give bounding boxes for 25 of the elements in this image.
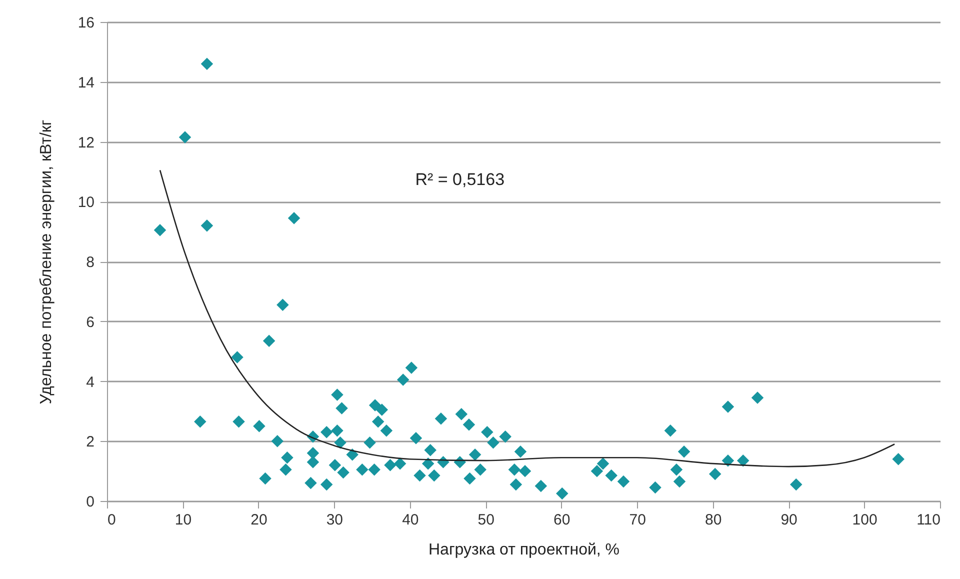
x-tick-label: 20	[250, 512, 268, 528]
x-tick-label: 70	[629, 512, 646, 528]
x-tick-label: 60	[554, 512, 570, 528]
x-tick-label: 100	[852, 512, 878, 528]
y-axis-title: Удельное потребление энергии, кВт/кг	[38, 120, 55, 404]
x-tick-label: 50	[478, 512, 494, 528]
y-tick-label: 8	[86, 254, 94, 271]
y-tick-label: 10	[78, 194, 94, 212]
x-tick-label: 10	[174, 512, 192, 528]
x-tick-label: 40	[402, 512, 419, 528]
x-tick-label: 80	[704, 512, 722, 528]
x-axis-title: Нагрузка от проектной, %	[428, 542, 620, 558]
y-tick-label: 14	[78, 74, 94, 92]
annotation: R² = 0,5163	[415, 170, 505, 190]
y-tick-label: 2	[86, 434, 94, 451]
line-series	[159, 170, 896, 468]
x-tick-label: 110	[916, 512, 940, 528]
y-tick-label: 4	[86, 374, 94, 391]
y-tick-label: 12	[78, 134, 94, 152]
y-tick-label: 6	[86, 314, 94, 331]
y-tick-label: 16	[78, 14, 94, 32]
x-tick-label: 30	[326, 512, 344, 528]
x-tick-label: 90	[780, 512, 798, 528]
x-tick-label: 0	[108, 512, 116, 528]
y-tick-label: 0	[86, 494, 94, 510]
